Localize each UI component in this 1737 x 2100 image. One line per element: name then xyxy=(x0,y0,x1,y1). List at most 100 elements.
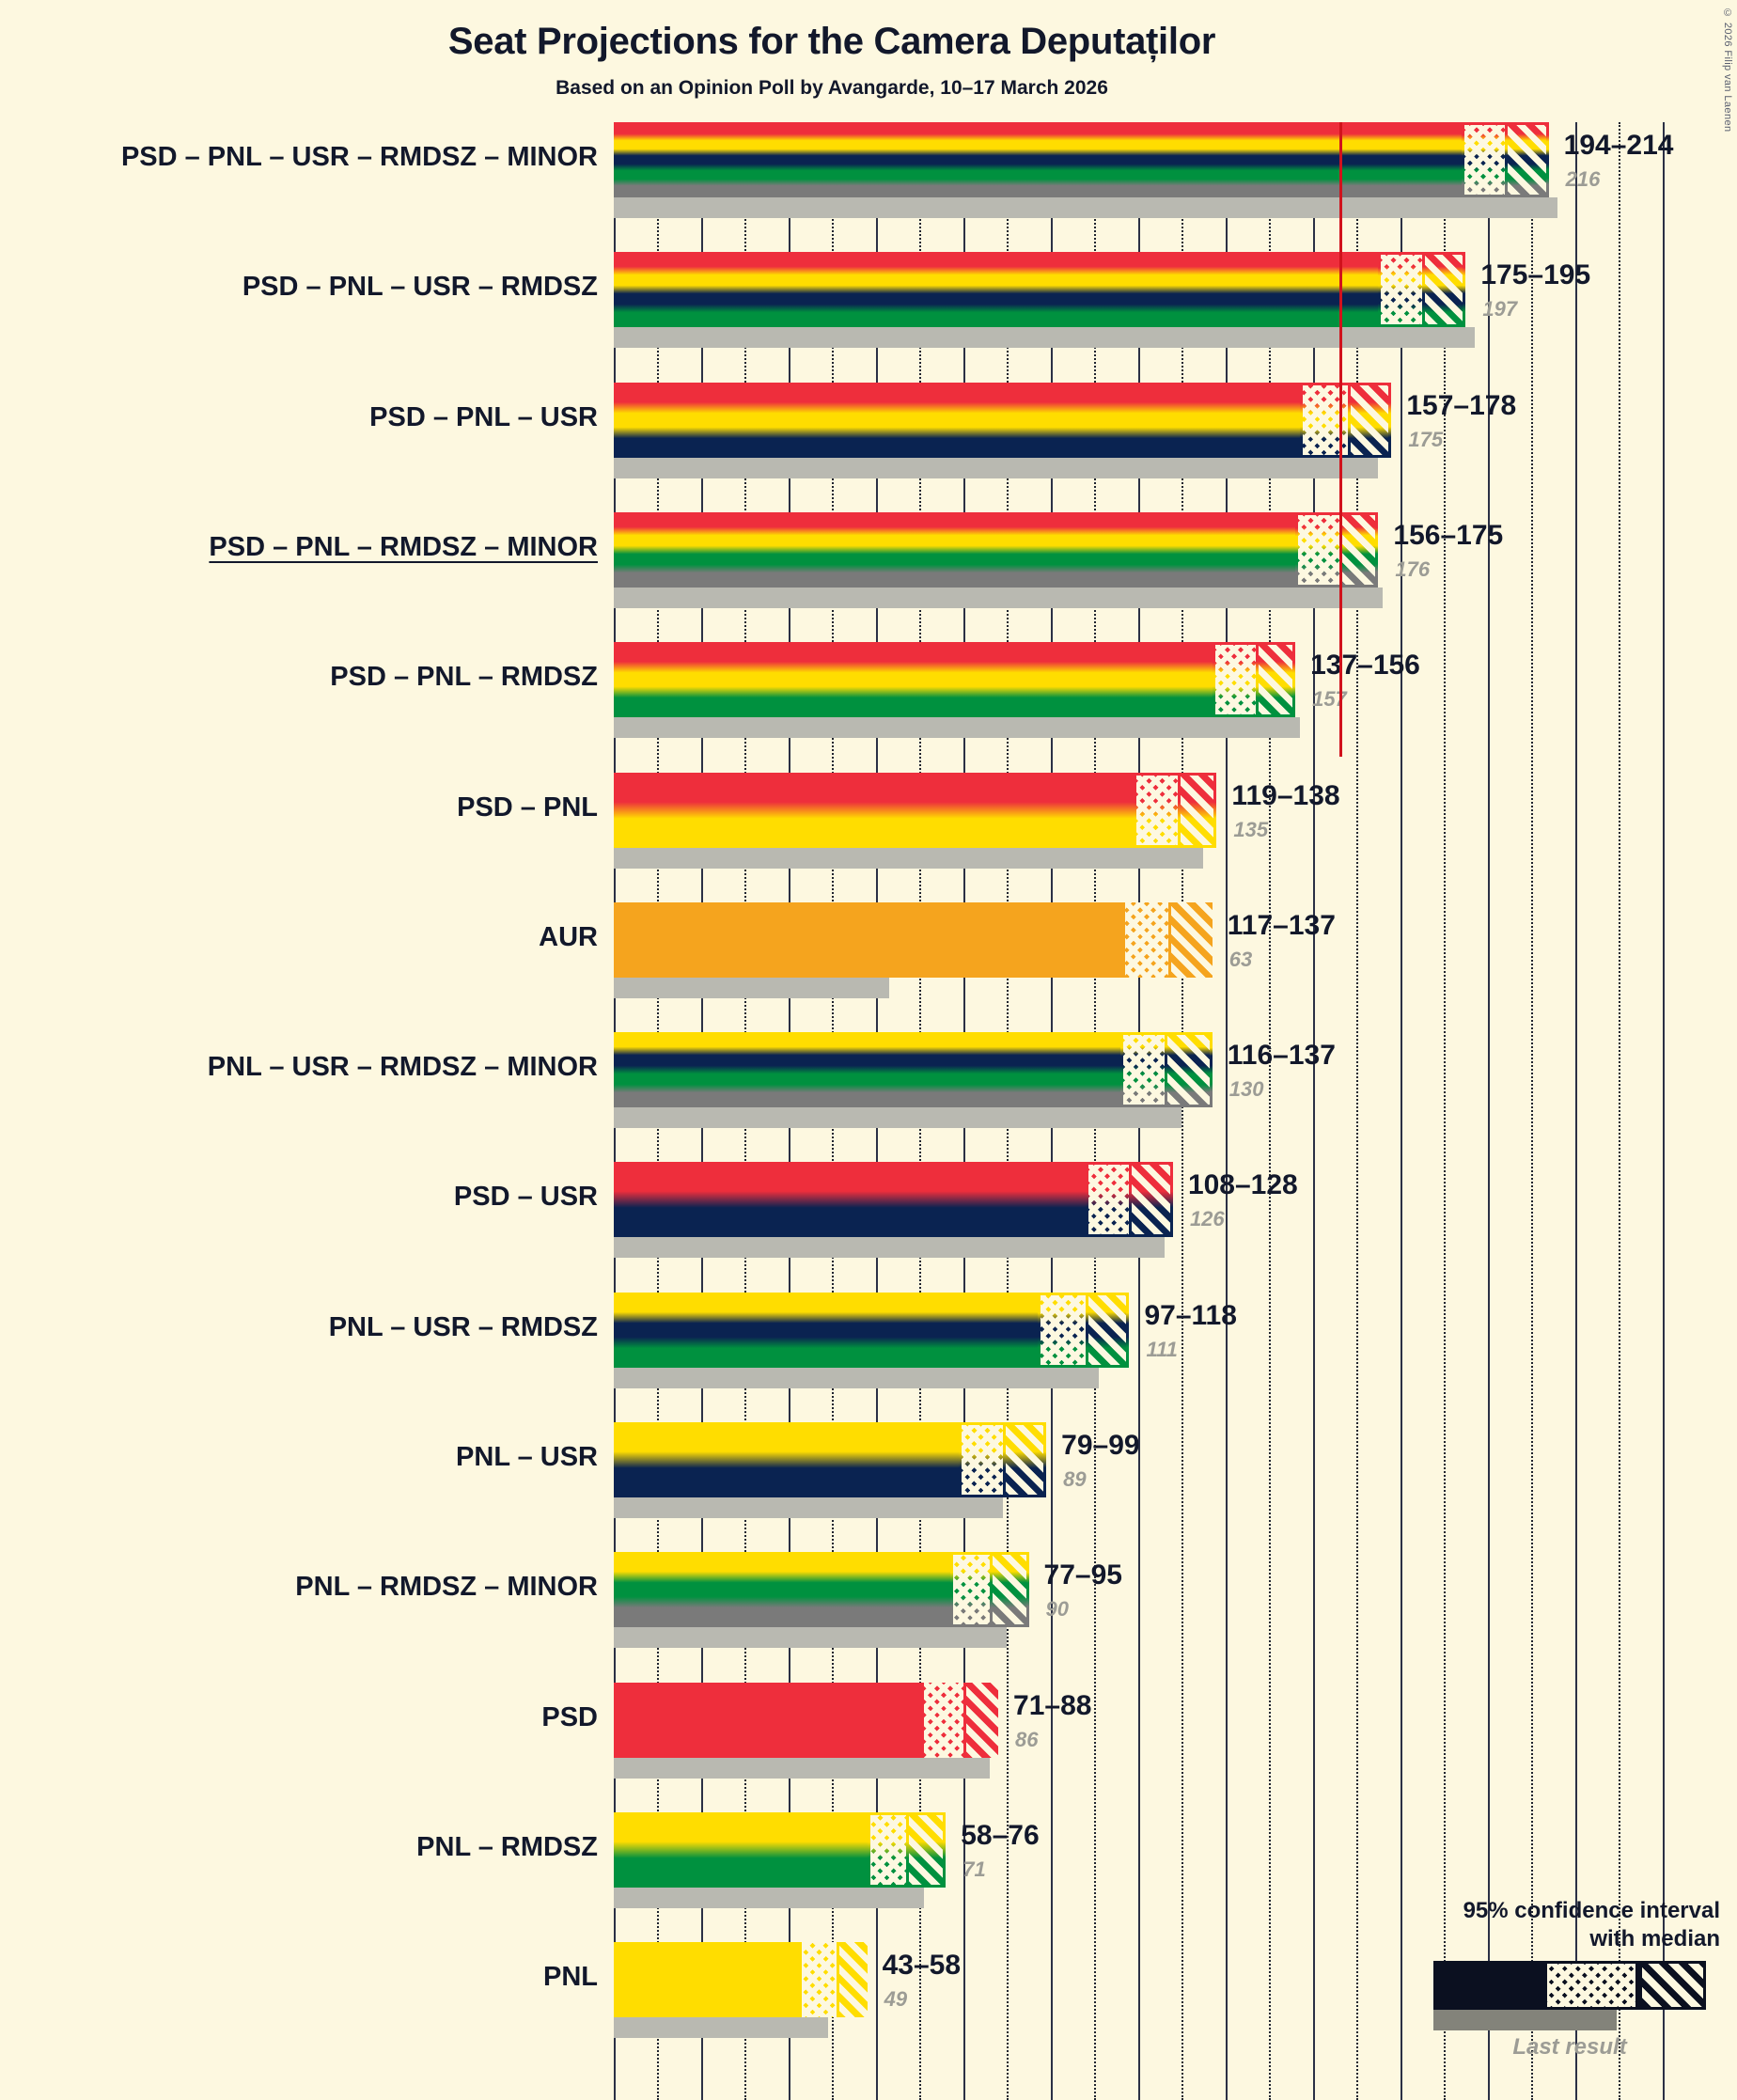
last-result-bar xyxy=(614,1757,990,1779)
interval-outline xyxy=(1378,252,1466,328)
bar-solid-segment xyxy=(614,1292,1038,1368)
interval-outline xyxy=(924,1683,998,1758)
last-result-bar xyxy=(614,1107,1182,1129)
legend-crosshatch-swatch xyxy=(1547,1964,1635,2007)
projection-bar xyxy=(614,901,1213,978)
bar-solid-segment xyxy=(614,772,1135,848)
gridline-140 xyxy=(1225,122,1228,2100)
interval-value-label: 116–137 xyxy=(1227,1040,1336,1072)
bar-row: PSD – PNL – USR 157–178 175 xyxy=(369,382,1737,478)
interval-outline xyxy=(1299,382,1392,458)
gridline-200 xyxy=(1487,122,1490,2100)
last-result-bar xyxy=(614,327,1475,349)
last-result-bar xyxy=(614,1237,1165,1259)
median-marker xyxy=(1085,1292,1088,1368)
last-result-value-label: 49 xyxy=(884,1987,908,2012)
bar-row-label: PSD – PNL – USR xyxy=(369,401,598,432)
projection-bar xyxy=(614,772,1217,848)
last-result-bar xyxy=(614,1367,1099,1388)
last-result-bar xyxy=(614,717,1300,739)
bar-diagonal-segment xyxy=(1168,901,1213,978)
gridline-240 xyxy=(1662,122,1665,2100)
bar-solid-segment xyxy=(614,642,1213,718)
interval-value-label: 156–175 xyxy=(1393,519,1504,551)
page-title: Seat Projections for the Camera Deputați… xyxy=(447,21,1216,62)
bar-row: PNL – RMDSZ – MINOR 77–95 90 xyxy=(295,1552,1737,1649)
bar-row: PNL 43–58 49 xyxy=(543,1942,1737,2039)
last-result-value-label: 63 xyxy=(1228,947,1253,971)
last-result-value-label: 176 xyxy=(1395,556,1431,581)
interval-value-label: 175–195 xyxy=(1480,259,1591,291)
last-result-value-label: 111 xyxy=(1146,1337,1178,1361)
bar-row-label: PSD – PNL – RMDSZ xyxy=(330,662,598,693)
interval-value-label: 43–58 xyxy=(882,1950,962,1982)
interval-outline xyxy=(1295,511,1379,588)
interval-value-label: 58–76 xyxy=(961,1819,1040,1851)
last-result-bar xyxy=(614,847,1204,869)
interval-value-label: 77–95 xyxy=(1043,1559,1122,1591)
bar-row: PSD – PNL – RMDSZ 137–156 157 xyxy=(330,642,1737,739)
projection-bar xyxy=(614,642,1296,718)
bar-row: PNL – USR 79–99 89 xyxy=(456,1422,1737,1518)
last-result-value-label: 90 xyxy=(1045,1597,1070,1622)
bar-row-label: PNL – USR – RMDSZ – MINOR xyxy=(207,1052,598,1083)
last-result-value-label: 197 xyxy=(1482,297,1518,321)
median-marker xyxy=(906,1811,910,1888)
last-result-value-label: 71 xyxy=(962,1857,986,1881)
interval-outline xyxy=(1134,772,1217,848)
bar-row: PSD 71–88 86 xyxy=(541,1682,1737,1779)
projection-bar xyxy=(614,1682,998,1758)
legend-last-result-swatch xyxy=(1433,2010,1617,2030)
median-marker xyxy=(1347,382,1351,458)
bar-row-label: PSD xyxy=(541,1701,598,1732)
bar-solid-segment xyxy=(614,901,1125,978)
last-result-value-label: 130 xyxy=(1228,1077,1264,1102)
gridline-130 xyxy=(1181,122,1184,2100)
gridline-210 xyxy=(1531,122,1534,2100)
projection-bar xyxy=(614,511,1379,588)
median-marker xyxy=(1505,122,1509,197)
median-marker xyxy=(1168,901,1172,978)
bar-row-label: PNL – USR – RMDSZ xyxy=(328,1311,598,1342)
bar-row-label: PNL – USR xyxy=(456,1442,598,1472)
bar-solid-segment xyxy=(614,1682,924,1758)
gridline-190 xyxy=(1444,122,1447,2100)
interval-value-label: 194–214 xyxy=(1563,130,1674,161)
interval-outline xyxy=(1037,1292,1130,1368)
bar-solid-segment xyxy=(614,1811,868,1888)
interval-value-label: 108–128 xyxy=(1187,1169,1298,1201)
median-marker xyxy=(837,1942,840,2018)
bar-row-label: PSD – PNL – USR – RMDSZ xyxy=(242,272,598,303)
bar-row: PSD – USR 108–128 126 xyxy=(454,1162,1737,1259)
bar-solid-segment xyxy=(614,1032,1121,1108)
bar-row-label: PSD – PNL – USR – RMDSZ – MINOR xyxy=(120,142,598,172)
last-result-bar xyxy=(614,1627,1008,1649)
majority-threshold-line xyxy=(1338,122,1342,758)
median-marker xyxy=(989,1552,993,1628)
interval-outline xyxy=(1461,122,1549,197)
bar-row-label: PNL – RMDSZ – MINOR xyxy=(295,1572,598,1603)
last-result-bar xyxy=(614,1497,1003,1518)
gridline-170 xyxy=(1356,122,1359,2100)
bar-crosshatch-segment xyxy=(801,1942,837,2018)
bar-diagonal-segment xyxy=(837,1942,868,2018)
legend-line-1: 95% confidence interval xyxy=(1463,1898,1720,1923)
interval-value-label: 71–88 xyxy=(1013,1689,1092,1721)
median-marker xyxy=(962,1682,966,1758)
bar-row: PSD – PNL – USR – RMDSZ – MINOR 194–214 21… xyxy=(121,122,1737,218)
bar-solid-segment xyxy=(614,382,1300,458)
gridline-230 xyxy=(1619,122,1621,2100)
last-result-bar xyxy=(614,587,1384,608)
bar-row: PSD – PNL 119–138 135 xyxy=(457,772,1737,869)
bar-row-label: PNL xyxy=(543,1962,598,1993)
projection-bar xyxy=(614,1942,868,2018)
plot-area: PSD – PNL – USR – RMDSZ – MINOR 194–214 21… xyxy=(121,122,1737,2100)
bar-crosshatch-segment xyxy=(924,1682,963,1758)
bar-solid-segment xyxy=(614,122,1462,197)
legend-diagonal-swatch xyxy=(1639,1964,1703,2007)
legend-interval-swatch xyxy=(1433,1961,1706,2010)
interval-value-label: 79–99 xyxy=(1061,1430,1140,1461)
bar-row-label: AUR xyxy=(539,921,598,952)
copyright-notice: © 2026 Filip van Laenen xyxy=(1722,8,1733,133)
